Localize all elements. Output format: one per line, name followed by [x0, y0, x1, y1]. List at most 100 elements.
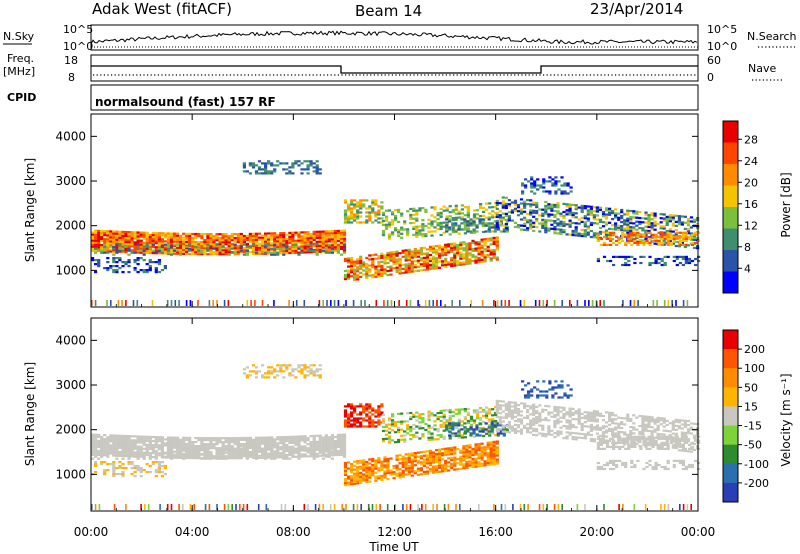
- data-cell: [666, 237, 670, 240]
- data-cell: [106, 446, 110, 449]
- data-cell: [254, 436, 259, 439]
- data-cell: [441, 250, 445, 253]
- data-cell: [133, 455, 137, 458]
- data-cell: [435, 459, 439, 462]
- data-cell: [359, 221, 363, 224]
- data-cell: [118, 234, 122, 237]
- data-cell: [485, 414, 489, 417]
- data-cell: [356, 421, 360, 424]
- data-cell: [392, 473, 396, 476]
- data-cell: [151, 242, 155, 245]
- data-cell: [386, 300, 389, 306]
- data-cell: [383, 460, 387, 463]
- data-cell: [406, 210, 410, 213]
- data-cell: [365, 403, 369, 406]
- data-cell: [270, 436, 274, 439]
- data-cell: [667, 300, 670, 306]
- data-cell: [221, 243, 225, 246]
- data-cell: [106, 250, 110, 253]
- data-cell: [336, 437, 340, 440]
- data-cell: [91, 259, 95, 262]
- data-cell: [176, 436, 180, 439]
- data-cell: [157, 440, 161, 443]
- data-cell: [200, 233, 204, 236]
- data-cell: [556, 204, 560, 207]
- data-cell: [371, 474, 375, 477]
- data-cell: [495, 458, 499, 461]
- data-cell: [224, 441, 228, 444]
- data-cell: [273, 236, 277, 239]
- data-cell: [495, 448, 499, 451]
- data-cell: [404, 473, 408, 476]
- data-cell: [651, 235, 655, 238]
- data-cell: [496, 422, 500, 425]
- data-cell: [185, 252, 189, 256]
- data-cell: [526, 227, 530, 230]
- data-cell: [353, 207, 357, 210]
- data-cell: [386, 269, 390, 273]
- data-cell: [410, 462, 414, 465]
- data-cell: [553, 203, 557, 207]
- data-cell: [227, 235, 231, 238]
- data-cell: [488, 432, 492, 435]
- data-cell: [394, 229, 398, 232]
- data-cell: [300, 453, 304, 456]
- data-cell: [571, 221, 575, 225]
- data-cell: [166, 300, 169, 306]
- data-cell: [424, 428, 428, 432]
- data-cell: [118, 454, 122, 457]
- data-cell: [384, 225, 389, 228]
- data-cell: [387, 221, 392, 224]
- data-cell: [384, 215, 389, 218]
- data-cell: [91, 437, 95, 440]
- data-cell: [94, 235, 98, 238]
- data-cell: [435, 253, 439, 256]
- data-cell: [386, 478, 390, 481]
- data-cell: [257, 248, 262, 251]
- data-cell: [285, 247, 289, 250]
- data-cell: [583, 223, 587, 226]
- data-cell: [121, 261, 125, 264]
- data-cell: [294, 441, 298, 444]
- data-cell: [112, 242, 116, 245]
- data-cell: [267, 444, 271, 447]
- data-cell: [419, 461, 423, 464]
- data-cell: [368, 219, 372, 222]
- data-cell: [191, 244, 195, 248]
- data-cell: [380, 266, 384, 269]
- data-cell: [397, 220, 401, 223]
- data-cell: [359, 267, 363, 270]
- data-cell: [109, 440, 113, 443]
- data-cell: [571, 229, 575, 233]
- data-cell: [254, 238, 259, 241]
- data-cell: [312, 249, 316, 252]
- data-cell: [273, 440, 277, 443]
- data-cell: [406, 420, 410, 423]
- data-cell: [495, 246, 499, 249]
- data-cell: [398, 260, 402, 263]
- data-cell: [291, 447, 295, 450]
- data-cell: [264, 236, 268, 239]
- data-cell: [273, 442, 277, 445]
- data-cell: [333, 248, 337, 251]
- data-cell: [671, 218, 675, 221]
- data-cell: [374, 219, 378, 222]
- data-cell: [648, 255, 652, 258]
- data-cell: [504, 300, 507, 306]
- data-cell: [413, 270, 417, 273]
- data-cell: [383, 464, 387, 467]
- data-cell: [179, 236, 183, 239]
- data-cell: [118, 444, 122, 447]
- data-cell: [666, 233, 670, 236]
- data-cell: [447, 453, 451, 456]
- data-cell: [224, 253, 228, 256]
- data-cell: [595, 222, 599, 225]
- data-cell: [294, 447, 298, 450]
- data-cell: [178, 300, 180, 306]
- data-cell: [380, 474, 384, 477]
- data-cell: [381, 231, 386, 235]
- data-cell: [507, 211, 511, 214]
- data-cell: [230, 441, 234, 444]
- data-cell: [267, 236, 271, 239]
- data-cell: [421, 207, 425, 210]
